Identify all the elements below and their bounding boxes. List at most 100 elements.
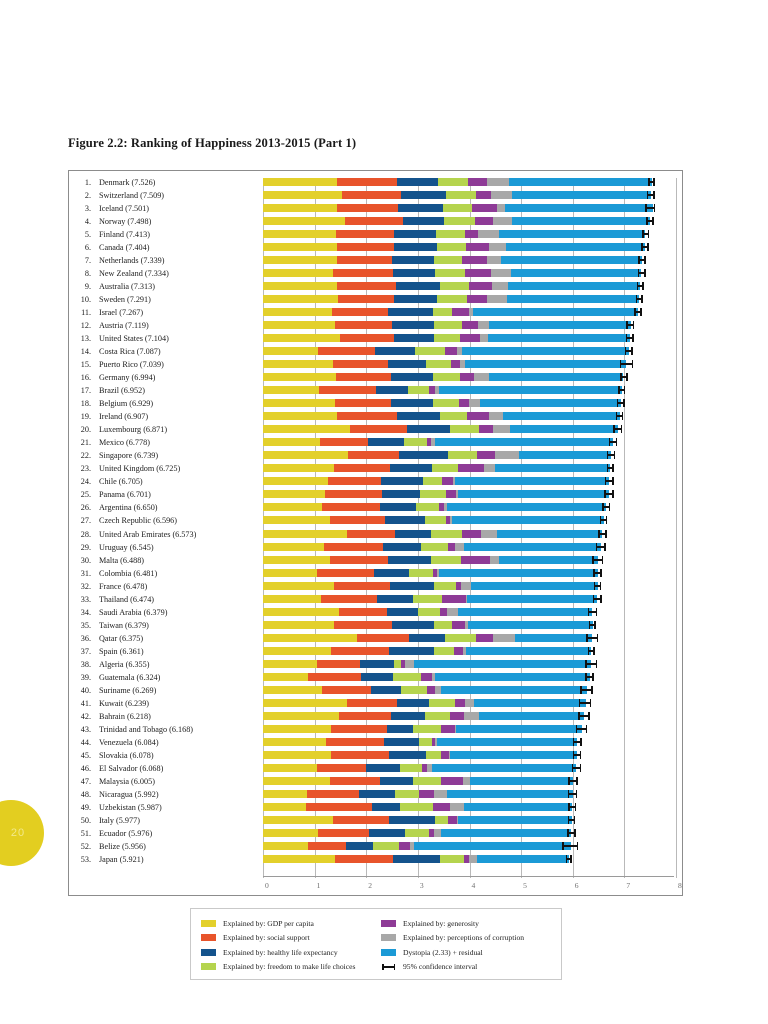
bar-segment-corruption [444,503,448,512]
confidence-interval-cap [595,607,597,616]
bar-segment-corruption [488,412,504,421]
legend-label: 95% confidence interval [403,962,478,972]
rank-number: 9. [84,282,91,292]
bar-segment-freedom [403,438,427,447]
bar-segment-social-support [347,698,398,707]
bar-segment-corruption [452,477,456,486]
confidence-interval-cap [600,568,602,577]
bar-segment-life-expectancy [388,308,434,317]
confidence-interval-icon [381,963,396,970]
stacked-bar [263,568,674,577]
country-row-label: 2. Switzerland (7.509) [69,191,263,200]
bar-segment-dystopia [435,438,613,447]
rank-number: 26. [80,503,91,513]
bar-segment-dystopia [494,464,610,473]
bar-segment-gdp [263,308,332,317]
confidence-interval-bar [565,857,572,860]
confidence-interval-bar [619,363,634,366]
stacked-bar [263,646,674,655]
bar-segment-generosity [441,594,466,603]
bar-segment-freedom [435,230,466,239]
country-row-label: 49. Uzbekistan (5.987) [69,803,263,812]
bar-segment-freedom [439,854,464,863]
country-name-and-score: Sweden (7.291) [99,295,151,305]
bar-segment-dystopia [497,529,603,538]
bar-segment-corruption [493,217,512,226]
rank-number: 44. [80,737,91,747]
confidence-interval-cap [593,568,595,577]
confidence-interval-cap [574,828,576,837]
confidence-interval-bar [626,324,635,327]
confidence-interval-cap [620,373,622,382]
country-name-and-score: Italy (5.977) [99,815,140,825]
confidence-interval-bar [585,662,597,665]
confidence-interval-cap [592,555,594,564]
confidence-interval-cap [646,217,648,226]
confidence-interval-cap [580,737,582,746]
bar-segment-social-support [337,412,398,421]
rank-number: 27. [80,516,91,526]
confidence-interval-bar [602,506,611,509]
bar-segment-dystopia [506,295,640,304]
rank-number: 6. [84,243,91,253]
bar-segment-dystopia [518,451,611,460]
rank-number: 7. [84,256,91,266]
country-row-label: 1. Denmark (7.526) [69,178,263,187]
bar-segment-gdp [263,438,321,447]
country-name-and-score: Chile (6.705) [99,477,143,487]
bar-segment-generosity [466,243,489,252]
bar-segment-life-expectancy [392,256,434,265]
bar-segment-social-support [334,581,390,590]
bar-segment-generosity [445,516,451,525]
confidence-interval-cap [635,295,638,304]
confidence-interval-cap [605,529,607,538]
rank-number: 5. [84,230,91,240]
bar-segment-gdp [263,542,325,551]
bar-segment-life-expectancy [376,386,408,395]
confidence-interval-cap [604,477,607,486]
rank-number: 45. [80,750,91,760]
bar-segment-gdp [263,633,357,642]
confidence-interval-cap [608,503,611,512]
bar-segment-dystopia [479,711,585,720]
confidence-interval-bar [595,545,606,548]
bar-segment-social-support [320,438,368,447]
bar-segment-gdp [263,386,319,395]
bar-segment-dystopia [435,672,591,681]
confidence-interval-cap [592,594,595,603]
confidence-interval-cap [591,685,593,694]
confidence-interval-cap [593,646,595,655]
confidence-interval-bar [637,272,646,275]
bar-segment-corruption [410,841,414,850]
bar-segment-dystopia [511,191,651,200]
bar-segment-generosity [458,464,484,473]
confidence-interval-cap [620,425,623,434]
x-tick-label: 6 [574,881,579,890]
confidence-interval-cap [587,646,590,655]
bar-segment-life-expectancy [397,204,443,213]
country-name-and-score: Brazil (6.952) [99,386,145,396]
confidence-interval-cap [638,256,640,265]
bar-segment-dystopia [504,204,653,213]
bar-segment-life-expectancy [376,594,414,603]
bar-segment-freedom [434,334,460,343]
confidence-interval-bar [580,688,593,691]
confidence-interval-bar [587,610,597,613]
legend-item: Explained by: freedom to make life choic… [201,960,355,975]
rank-number: 19. [80,412,91,422]
country-row-label: 7. Netherlands (7.339) [69,256,263,265]
confidence-interval-cap [632,321,635,330]
bar-segment-generosity [429,828,435,837]
rank-number: 25. [80,490,91,500]
bar-segment-freedom [413,594,442,603]
x-gridline [624,178,626,878]
bar-segment-generosity [419,789,434,798]
bar-segment-gdp [263,711,340,720]
country-row-label: 26. Argentina (6.650) [69,503,263,512]
confidence-interval-cap [593,581,596,590]
confidence-interval-cap [594,620,596,629]
bar-segment-social-support [331,724,387,733]
confidence-interval-bar [567,831,576,834]
bar-segment-corruption [465,594,468,603]
bar-segment-gdp [263,425,351,434]
